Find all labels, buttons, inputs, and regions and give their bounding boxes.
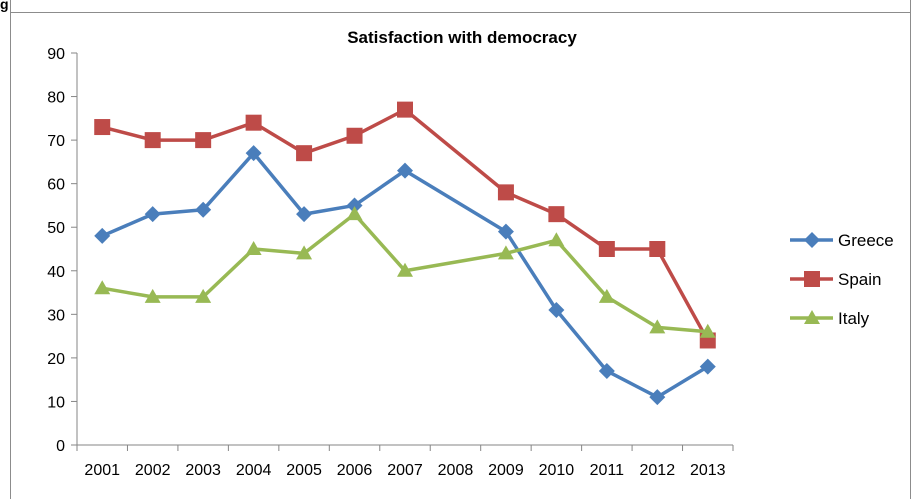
spain-point	[195, 132, 212, 149]
spain-point	[598, 241, 615, 257]
x-tick-label: 2009	[488, 462, 524, 479]
italy-point	[195, 288, 212, 303]
x-tick-label: 2011	[590, 462, 625, 479]
x-tick-label: 2002	[135, 462, 171, 479]
italy-point	[598, 288, 615, 303]
x-tick-label: 2007	[387, 462, 423, 479]
italy-point	[699, 323, 716, 338]
italy-point	[296, 245, 313, 260]
greece-line	[101, 151, 709, 399]
y-tick-label: 40	[47, 264, 65, 281]
y-tick-label: 50	[47, 220, 65, 237]
greece-point	[548, 301, 565, 318]
italy-line	[101, 212, 708, 334]
x-tick-label: 2010	[539, 462, 575, 479]
greece-point	[649, 389, 666, 406]
legend-item-spain: Spain	[790, 270, 881, 289]
y-tick-label: 60	[47, 177, 65, 194]
legend-marker	[804, 232, 820, 248]
y-tick-label: 30	[47, 307, 65, 324]
x-tick-label: 2004	[236, 462, 272, 479]
x-tick-label: 2008	[438, 462, 474, 479]
y-tick-label: 70	[47, 133, 65, 150]
greece-point	[94, 227, 111, 244]
spain-point	[548, 206, 565, 223]
italy-point	[548, 232, 565, 247]
italy-point	[346, 206, 363, 221]
legend-marker	[804, 271, 820, 287]
greece-point	[598, 362, 615, 379]
spain-point	[649, 241, 666, 257]
italy-point	[245, 241, 262, 255]
legend-item-greece: Greece	[790, 231, 894, 250]
y-tick-label: 0	[56, 438, 65, 455]
chart-title: Satisfaction with democracy	[347, 28, 577, 47]
spain-point	[346, 127, 363, 144]
greece-point	[296, 206, 313, 223]
y-tick-label: 20	[47, 351, 65, 368]
legend-marker	[804, 310, 820, 324]
y-tick-label: 80	[47, 90, 65, 107]
series-spain	[94, 101, 716, 349]
spain-line	[101, 107, 710, 342]
spain-point	[296, 145, 313, 162]
series-italy	[94, 206, 716, 338]
spain-point	[397, 101, 413, 118]
greece-point	[497, 223, 514, 240]
spain-point	[245, 114, 262, 131]
legend-label: Italy	[838, 309, 870, 328]
greece-point	[346, 197, 363, 214]
italy-point	[649, 319, 666, 334]
greece-point	[397, 162, 413, 179]
x-tick-label: 2013	[690, 462, 726, 479]
italy-point	[397, 262, 413, 277]
greece-point	[245, 145, 262, 162]
x-tick-label: 2012	[640, 462, 676, 479]
x-tick-label: 2003	[185, 462, 221, 479]
legend-item-italy: Italy	[790, 309, 870, 328]
italy-point	[94, 280, 111, 295]
spain-point	[94, 119, 111, 136]
italy-point	[497, 245, 514, 260]
series-greece	[94, 145, 716, 406]
spain-point	[144, 132, 161, 149]
x-tick-label: 2006	[337, 462, 373, 479]
header-fragment: g	[0, 0, 9, 12]
legend-label: Greece	[838, 231, 894, 250]
spain-point	[497, 184, 514, 201]
legend: Greece Spain Italy	[790, 231, 894, 328]
axes: 0 10 20 30 40 50 60 70 80 90 2001 2002 2003 2004 2005 2…	[47, 46, 734, 479]
y-tick-label: 90	[47, 46, 65, 63]
greece-point	[144, 206, 161, 223]
x-tick-label: 2005	[286, 462, 322, 479]
y-tick-label: 10	[47, 394, 65, 411]
legend-label: Spain	[838, 270, 881, 289]
x-tick-label: 2001	[84, 462, 120, 479]
greece-point	[195, 201, 212, 218]
series-layer	[94, 101, 716, 406]
italy-point	[144, 288, 161, 303]
greece-point	[699, 358, 716, 375]
